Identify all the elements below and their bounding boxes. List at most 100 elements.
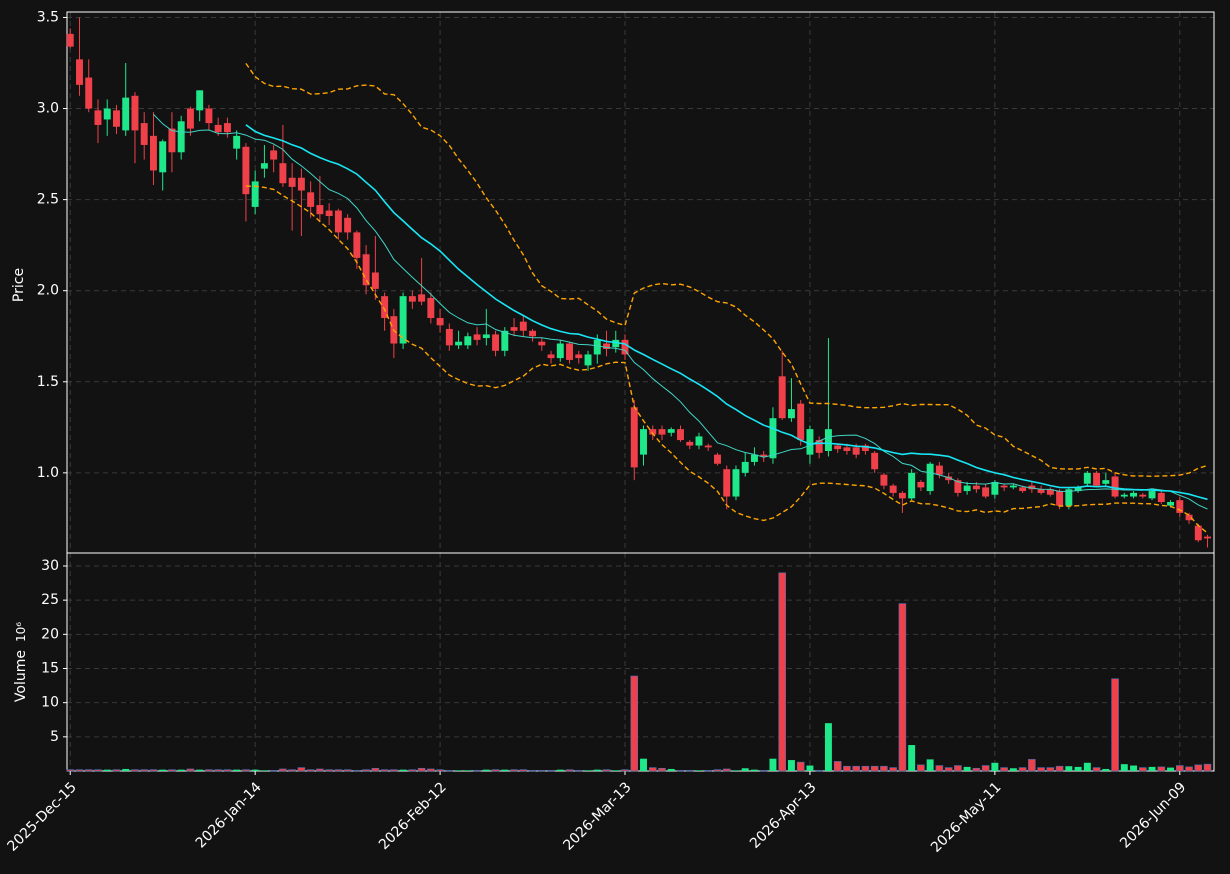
volume-bar [1055,765,1064,772]
volume-bar [741,768,749,771]
volume-bar [205,769,213,772]
candle-body [223,123,231,133]
candle-body [889,485,897,493]
volume-bar [1185,766,1193,772]
candle-body [917,481,925,488]
candle-body [1157,492,1165,502]
candle-body [621,339,629,355]
volume-bar [1176,765,1184,772]
volume-bar [621,769,629,772]
candle-body [787,409,795,419]
volume-bar [279,768,287,772]
volume-bar [981,765,990,772]
candle-body [1000,485,1008,488]
volume-bar [269,770,278,772]
candle-body [972,485,980,490]
volume-bar [538,770,546,772]
volume-bar [917,764,925,772]
volume-bar [455,770,463,771]
volume-bar [972,767,981,772]
volume-bar [648,767,657,772]
volume-bar [168,769,176,772]
volume-bar [556,769,564,771]
candle-body [750,454,758,462]
candle-body [464,336,472,346]
candle-body [778,376,786,419]
candle-body [1056,491,1064,506]
volume-bar [112,769,121,772]
volume-bar [196,769,204,771]
candle-body [381,296,389,319]
bollinger-band [245,185,1208,534]
volume-bar [390,769,398,772]
volume-bar [713,769,722,772]
volume-scale-label: 10⁶ [14,622,28,642]
candle-body [251,181,259,207]
candle-body [760,454,768,457]
volume-bar [380,769,389,772]
candle-body [963,485,971,492]
candle-body [1046,489,1054,495]
candle-body [334,210,342,233]
y-tick-label: 30 [41,558,59,574]
candle-body [473,334,481,340]
volume-bar [464,770,472,771]
volume-bar [796,761,805,772]
candle-body [908,472,916,499]
candle-body [898,492,906,499]
candle-body [1065,489,1073,506]
candle-body [492,334,500,351]
candle-body [66,33,74,47]
candle-body [1185,514,1193,521]
candle-body [159,141,167,173]
candle-body [612,339,620,348]
candle-body [1130,492,1138,497]
candle-body [242,146,250,195]
candle-body [667,429,675,433]
candle-body [408,296,416,302]
candle-body [769,418,777,459]
candle-body [630,407,638,468]
volume-bar [186,768,195,772]
volume-bar [954,765,962,772]
volume-bar [935,765,944,772]
candle-body [1176,500,1184,513]
volume-bar [640,758,647,771]
candle-body [529,330,537,337]
y-tick-label: 25 [41,592,59,608]
volume-bar [1028,759,1036,772]
candle-body [954,480,962,493]
moving-average-line [245,124,1208,501]
candle-body [149,135,157,171]
volume-bar [806,765,814,771]
candle-body [815,440,823,453]
volume-bar [1111,678,1119,772]
volume-bar [833,761,842,772]
volume-bar [1037,767,1045,772]
volume-bar [593,769,601,771]
volume-bar [417,767,426,772]
volume-bar [334,769,343,772]
candle-body [214,124,222,133]
volume-bar [1194,764,1203,772]
volume-bar [399,769,407,771]
candle-body [1148,491,1156,499]
volume-bar [177,769,185,771]
volume-bar [371,767,380,772]
volume-bar [362,769,370,772]
candle-body [371,272,379,289]
volume-bar [260,770,268,771]
volume-bar [732,770,740,771]
candle-body [140,123,148,145]
volume-bar [1009,768,1017,771]
volume-bar [547,770,555,772]
candle-body [649,429,657,435]
volume-bar [898,603,907,772]
price-axis-label: Price [11,268,27,302]
candle-body [399,296,407,344]
candle-body [455,341,463,346]
volume-bar [297,767,306,772]
volume-bar [1018,767,1027,772]
volume-bar [519,769,528,772]
volume-bar [140,769,148,772]
